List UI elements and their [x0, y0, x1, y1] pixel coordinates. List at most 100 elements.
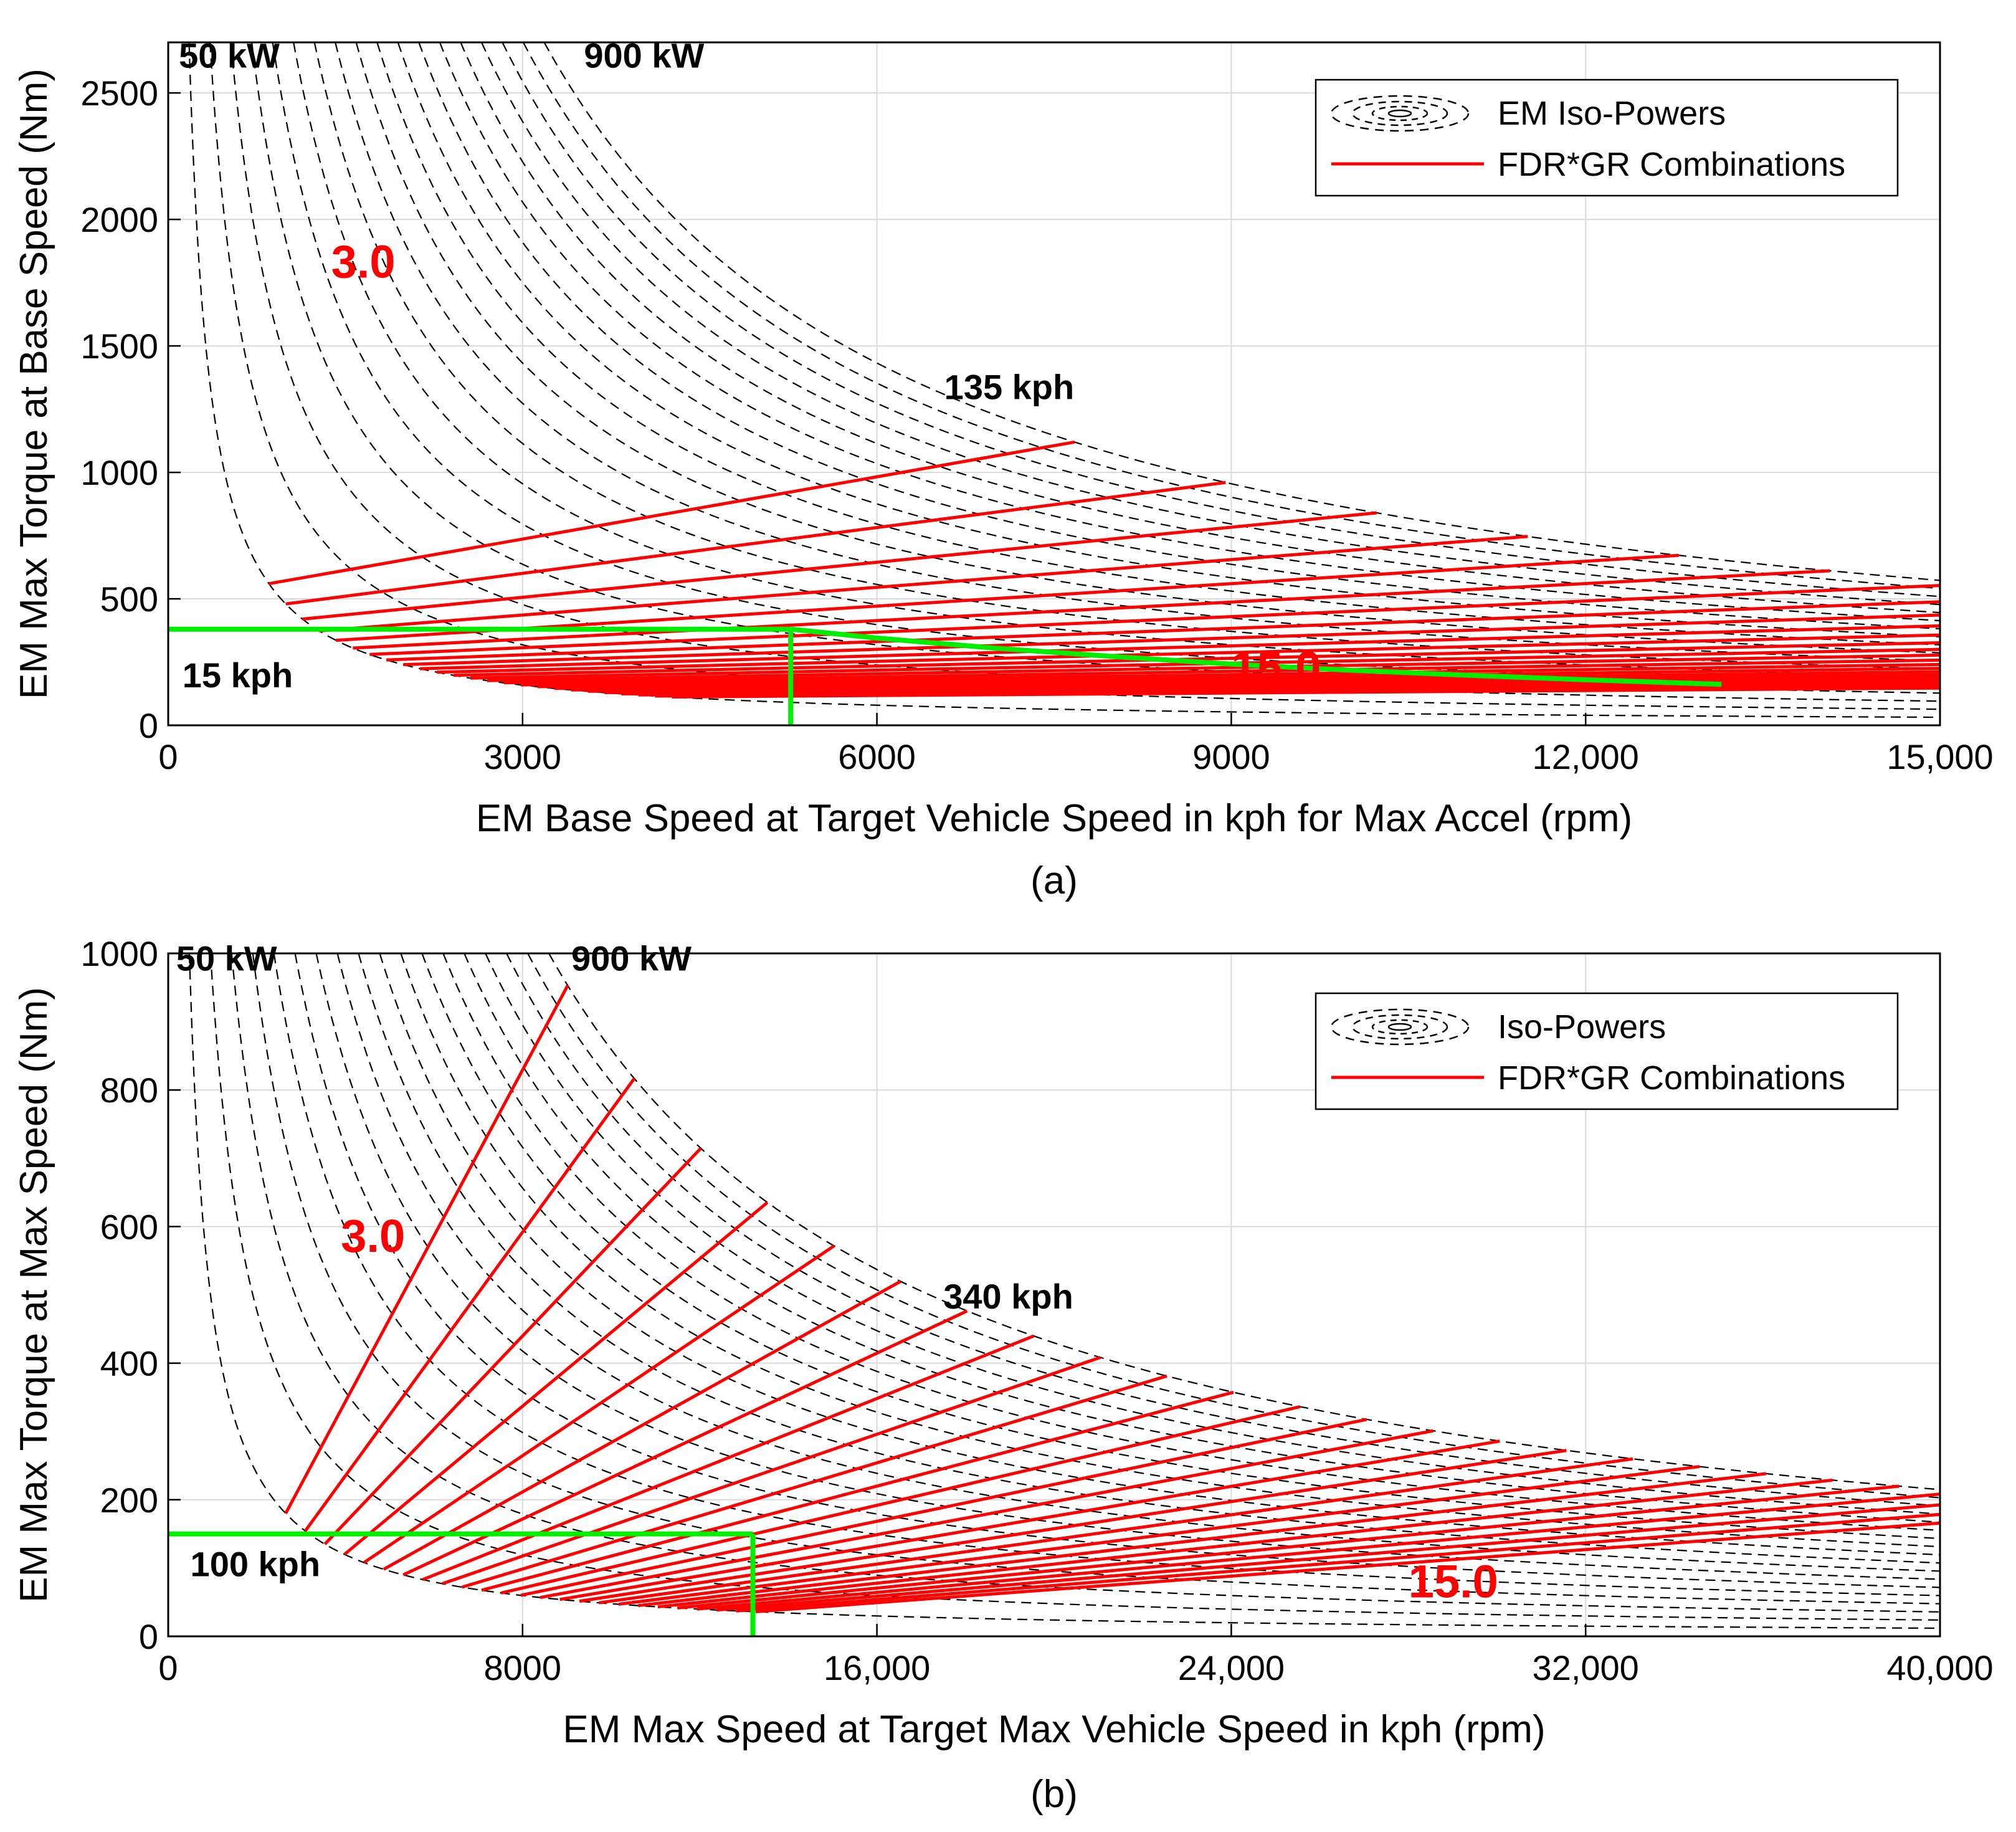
iso-power-curve-350kw	[313, 42, 1940, 670]
annotations-b: 50 kW 900 kW 340 kph 100 kph 3.0 15.0	[176, 938, 1498, 1607]
iso-power-curve-850kw	[523, 42, 1940, 589]
tick-labels-a: 0 3000 6000 9000 12,000 15,000 0 500 1000 1500 200…	[80, 74, 1993, 776]
x-tick-label: 24,000	[1178, 1648, 1285, 1687]
x-axis-label-b: EM Max Speed at Target Max Vehicle Speed…	[563, 1708, 1545, 1751]
legend-b: Iso-Powers FDR*GR Combinations	[1315, 992, 1899, 1110]
iso-power-legend-icon	[1330, 1008, 1470, 1046]
y-tick-label: 1000	[80, 934, 158, 973]
annotation-a: 900 kW	[584, 36, 704, 75]
y-tick-label: 0	[139, 1617, 158, 1656]
y-axis-label-a: EM Max Torque at Base Speed (Nm)	[12, 69, 55, 699]
fdr-gr-line-12.5	[587, 675, 1940, 693]
fdr-gr-line-4.5	[343, 1201, 769, 1556]
tick-labels-b: 0 8000 16,000 24,000 32,000 40,000 0 200 400 600 8…	[80, 934, 1993, 1687]
iso-power-curve-350kw	[315, 953, 1940, 1580]
fdr-gr-line-11.0	[599, 1457, 1633, 1605]
iso-power-curve-50kw	[188, 953, 1940, 1629]
iso-power-curve-250kw	[272, 42, 1940, 686]
annotation-b: 15.0	[1409, 1556, 1498, 1608]
x-tick-label: 32,000	[1533, 1648, 1639, 1687]
legend-label-ratio-a: FDR*GR Combinations	[1498, 146, 1845, 183]
annotation-b: 340 kph	[943, 1277, 1073, 1316]
iso-power-curve-700kw	[460, 42, 1940, 614]
annotation-a: 15.0	[1231, 642, 1321, 694]
iso-power-curve-250kw	[273, 953, 1940, 1596]
fdr-gr-line-12.5	[657, 1478, 1833, 1609]
y-tick-label: 600	[100, 1207, 158, 1246]
iso-power-curve-450kw	[358, 953, 1940, 1564]
fdr-gr-line-4.5	[319, 535, 1528, 632]
fdr-gr-line-8.0	[481, 1390, 1234, 1592]
iso-power-curve-800kw	[502, 42, 1940, 598]
iso-power-curve-800kw	[506, 953, 1940, 1507]
fdr-gr-line-3.0	[269, 440, 1075, 586]
annotation-a: 15 kph	[183, 656, 293, 695]
fdr-gr-line-7.5	[461, 1374, 1167, 1589]
annotation-a: 135 kph	[944, 367, 1075, 406]
iso-power-legend-icon	[1330, 95, 1470, 132]
iso-power-curve-400kw	[335, 42, 1940, 662]
y-tick-label: 0	[139, 706, 158, 745]
x-tick-label: 15,000	[1886, 737, 1993, 776]
annotation-b: 100 kph	[191, 1545, 321, 1584]
legend-a: EM Iso-Powers FDR*GR Combinations	[1315, 79, 1899, 197]
fdr-gr-line-4.0	[302, 511, 1377, 621]
iso-power-curve-600kw	[421, 953, 1940, 1540]
x-tick-label: 0	[158, 737, 178, 776]
fdr-gr-line-13.0	[604, 678, 1940, 694]
fdr-gr-line-5.0	[363, 1244, 835, 1564]
y-tick-label: 1500	[80, 327, 158, 366]
legend-label-iso-b: Iso-Powers	[1498, 1008, 1666, 1046]
x-tick-label: 9000	[1192, 737, 1270, 776]
y-axis-label-b: EM Max Torque at Max Speed (Nm)	[12, 987, 55, 1603]
fdr-gr-line-6.0	[369, 584, 1940, 656]
fdr-gr-line-6.5	[386, 600, 1940, 662]
iso-power-curve-600kw	[418, 42, 1940, 630]
fdr-gr-line-8.5	[500, 1405, 1301, 1595]
fdr-gr-line-14.5	[736, 1512, 1940, 1613]
iso-power-curve-750kw	[480, 42, 1940, 606]
fdr-gr-line-9.5	[487, 653, 1940, 682]
iso-power-curve-900kw	[548, 953, 1940, 1491]
plot-area-a	[168, 42, 1940, 725]
iso-power-curve-200kw	[252, 953, 1940, 1605]
fdr-gr-line-13.0	[677, 1484, 1900, 1610]
fdr-gr-line-6.5	[422, 1334, 1035, 1582]
x-tick-label: 3000	[484, 737, 562, 776]
fdr-gr-line-3.5	[285, 480, 1226, 606]
fdr-gr-line-9.5	[540, 1429, 1434, 1600]
annotations-a: 50 kW 900 kW 135 kph 15 kph 3.0 15.0	[179, 36, 1321, 695]
legend-label-iso-a: EM Iso-Powers	[1498, 95, 1726, 132]
y-tick-label: 1000	[80, 453, 158, 492]
fdr-gr-line-13.5	[697, 1492, 1940, 1611]
fdr-gr-line-10.5	[579, 1449, 1567, 1603]
x-axis-label-a: EM Base Speed at Target Vehicle Speed in…	[476, 797, 1632, 840]
iso-power-curve-100kw	[209, 953, 1940, 1621]
legend-box-a	[1315, 79, 1899, 197]
x-tick-label: 8000	[484, 1648, 562, 1687]
y-tick-label: 400	[100, 1344, 158, 1383]
fdr-gr-line-12.0	[638, 1472, 1767, 1608]
fdr-gr-line-8.0	[437, 633, 1940, 674]
x-tick-label: 16,000	[824, 1648, 930, 1687]
fdr-gr-line-10.5	[520, 662, 1940, 687]
iso-power-curve-550kw	[400, 953, 1940, 1548]
fdr-gr-line-11.0	[537, 667, 1940, 689]
fdr-gr-line-7.0	[442, 1356, 1101, 1585]
iso-power-curve-450kw	[355, 42, 1940, 654]
fdr-gr-line-4.0	[323, 1147, 702, 1545]
target-power-curve	[790, 626, 1722, 687]
chart-panel-a: 0 3000 6000 9000 12,000 15,000 0 500 1000 1500 200…	[12, 36, 1994, 902]
iso-power-curve-200kw	[251, 42, 1940, 694]
fdr-gr-line-5.5	[353, 569, 1830, 650]
fdr-gr-line-3.0	[284, 985, 569, 1514]
chart-panel-b: 0 8000 16,000 24,000 32,000 40,000 0 200 400 600 8…	[12, 934, 1994, 1816]
x-tick-label: 12,000	[1533, 737, 1639, 776]
fdr-gr-line-7.5	[420, 624, 1940, 670]
fdr-gr-line-9.0	[520, 1418, 1367, 1597]
y-tick-label: 2000	[80, 200, 158, 239]
fdr-gr-line-11.5	[618, 1465, 1700, 1606]
fdr-gr-line-9.0	[470, 647, 1940, 680]
fdr-gr-line-11.5	[554, 670, 1940, 690]
